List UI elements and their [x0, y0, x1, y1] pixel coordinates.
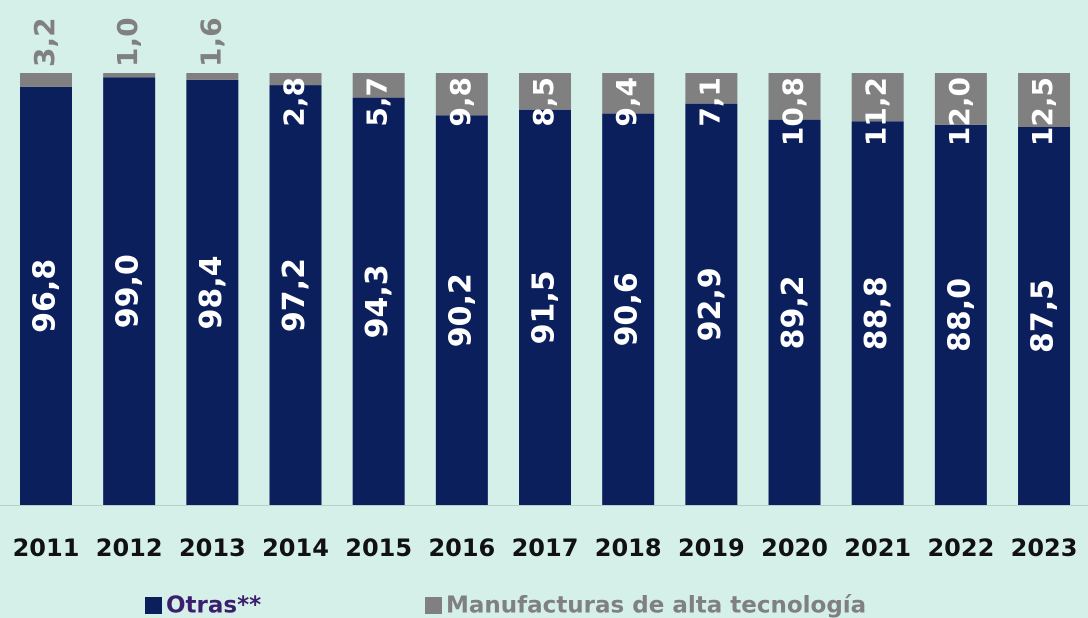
- value-label: 94,3: [360, 264, 395, 338]
- bar-segment: [602, 113, 655, 505]
- x-tick-label: 2015: [345, 534, 412, 562]
- x-tick-label: 2021: [844, 534, 911, 562]
- value-label: 8,5: [527, 77, 560, 127]
- bar-segment: [352, 73, 405, 98]
- bar-segment: [934, 73, 987, 125]
- x-tick-label: 2013: [179, 534, 246, 562]
- value-label: 9,4: [610, 77, 643, 127]
- x-tick-label: 2023: [1011, 534, 1078, 562]
- value-label: 92,9: [693, 267, 728, 341]
- value-label: 10,8: [777, 77, 810, 146]
- bar-segment: [685, 103, 738, 505]
- value-label: 87,5: [1026, 279, 1061, 353]
- bar-segment: [103, 73, 156, 78]
- legend-label: Otras**: [166, 593, 261, 618]
- value-label: 96,8: [28, 259, 63, 333]
- bar-segment: [685, 73, 738, 104]
- x-tick-label: 2016: [428, 534, 495, 562]
- value-label: 90,2: [443, 273, 478, 347]
- value-label: 88,8: [859, 276, 894, 350]
- value-label: 97,2: [277, 258, 312, 332]
- value-label: 98,4: [194, 255, 229, 329]
- bar-segment: [768, 73, 821, 120]
- value-label: 1,6: [194, 17, 227, 67]
- bar-segment: [269, 73, 322, 86]
- x-tick-label: 2022: [927, 534, 994, 562]
- value-label: 12,0: [943, 77, 976, 146]
- value-label: 91,5: [527, 270, 562, 344]
- value-label: 3,2: [28, 17, 61, 67]
- bar-segment: [435, 73, 488, 116]
- x-tick-label: 2020: [761, 534, 828, 562]
- bar-segment: [1018, 127, 1071, 505]
- value-label: 89,2: [776, 275, 811, 349]
- x-tick-label: 2014: [262, 534, 329, 562]
- bar-segment: [20, 86, 72, 505]
- value-label: 9,8: [444, 77, 477, 127]
- bar-segment: [519, 109, 572, 505]
- x-tick-label: 2011: [13, 534, 80, 562]
- legend-swatch: [145, 597, 162, 614]
- x-tick-label: 2012: [96, 534, 163, 562]
- x-tick-label: 2018: [595, 534, 662, 562]
- bar-segment: [103, 77, 156, 505]
- value-label: 5,7: [361, 77, 394, 127]
- bar-segment: [186, 79, 239, 506]
- legend-label: Manufacturas de alta tecnología: [446, 593, 866, 618]
- bar-segment: [934, 124, 987, 505]
- value-label: 12,5: [1026, 77, 1059, 146]
- value-label: 90,6: [610, 272, 645, 346]
- value-label: 1,0: [111, 17, 144, 67]
- value-label: 99,0: [111, 254, 146, 328]
- bar-segment: [851, 73, 904, 122]
- legend-swatch: [425, 597, 442, 614]
- bar-segment: [602, 73, 655, 114]
- value-label: 88,0: [942, 278, 977, 352]
- x-tick-label: 2019: [678, 534, 745, 562]
- bar-segment: [269, 85, 322, 505]
- bar-segment: [20, 73, 72, 87]
- bar-segment: [519, 73, 572, 110]
- value-label: 2,8: [278, 77, 311, 127]
- bar-segment: [768, 119, 821, 505]
- bar-segment: [186, 73, 239, 80]
- bar-segment: [435, 115, 488, 505]
- x-tick-label: 2017: [512, 534, 579, 562]
- value-label: 7,1: [693, 77, 726, 127]
- bar-segment: [352, 97, 405, 506]
- value-label: 11,2: [860, 77, 893, 146]
- bar-segment: [1018, 73, 1071, 127]
- bar-segment: [851, 121, 904, 505]
